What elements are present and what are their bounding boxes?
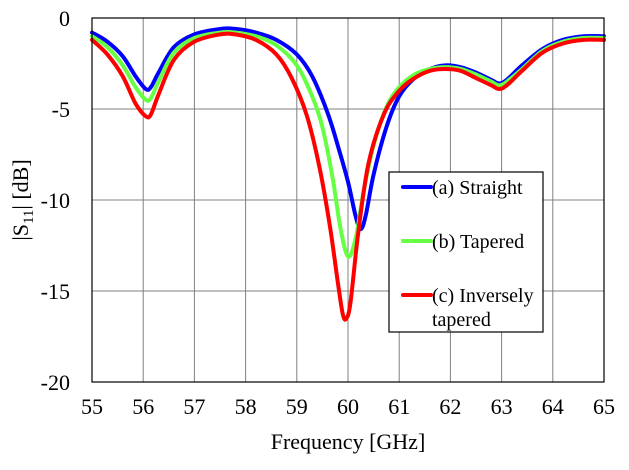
legend-label-1-line-0: (b) Tapered [432,231,524,253]
x-tick-label-0: 55 [81,394,103,419]
series-line-1 [90,29,606,259]
tick-layer: 55 56 57 58 59 60 61 62 63 64 65 0 -5 -10 -15 -20 [41,6,615,419]
x-tick-label-4: 59 [286,394,308,419]
legend-label-0-line-0: (a) Straight [432,177,523,199]
x-tick-label-9: 64 [542,394,564,419]
legend: (a) Straight (b) Tapered (c) Inversely tape… [388,171,544,333]
y-axis-label-tail: | [dB] [8,159,33,209]
x-tick-label-2: 57 [183,394,205,419]
series-layer [90,26,606,322]
x-tick-label-8: 63 [491,394,513,419]
legend-label-0: (a) Straight [432,177,523,199]
x-tick-label-6: 61 [388,394,410,419]
series-line-2 [90,31,606,322]
x-tick-label-10: 65 [593,394,615,419]
x-tick-label-3: 58 [235,394,257,419]
x-axis-label: Frequency [GHz] [271,429,426,454]
y-axis-label-subscript: 11 [21,210,37,224]
y-axis-label: |S11| [dB] [8,159,37,240]
y-tick-label-2: -10 [41,188,70,213]
y-tick-label-3: -15 [41,279,70,304]
plot-frame [91,17,605,383]
y-axis-label-main: |S [8,224,33,241]
y-tick-label-1: -5 [52,97,70,122]
x-tick-label-5: 60 [337,394,359,419]
x-tick-label-1: 56 [132,394,154,419]
legend-box [388,171,544,333]
legend-label-2-line-0: (c) Inversely [432,285,534,307]
legend-label-2: (c) Inversely tapered [432,285,534,331]
legend-label-1: (b) Tapered [432,231,524,253]
y-tick-label-0: 0 [59,6,70,31]
legend-label-2-line-1: tapered [432,309,491,331]
y-tick-label-4: -20 [41,370,70,395]
x-tick-label-7: 62 [439,394,461,419]
